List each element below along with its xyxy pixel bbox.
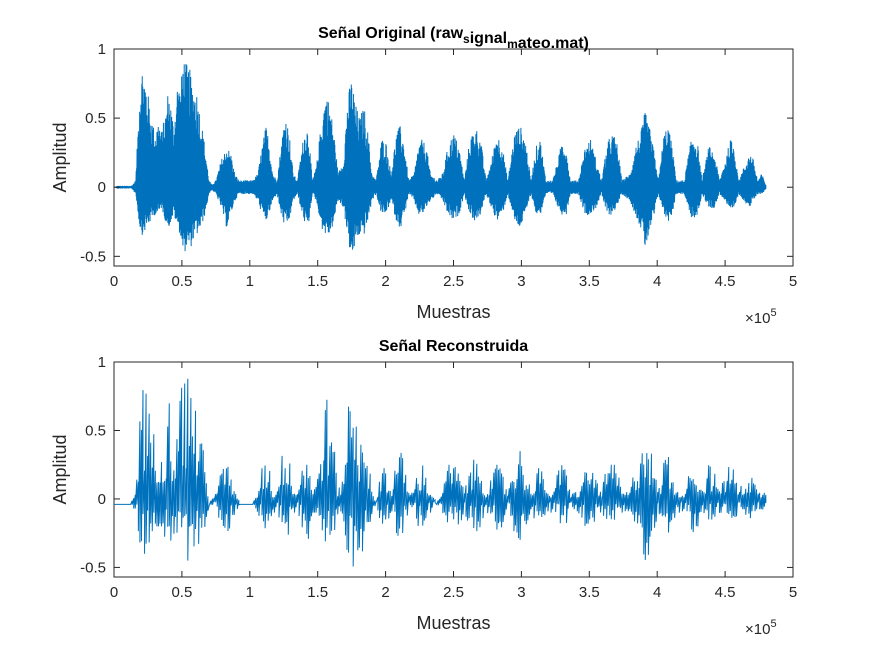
title-segment: Señal Reconstruida xyxy=(379,338,528,355)
y-axis-label: Amplitud xyxy=(50,434,70,504)
title-subscript: s xyxy=(463,32,470,46)
x-tick-label: 0 xyxy=(110,273,118,290)
y-axis-label: Amplitud xyxy=(50,122,70,192)
x-tick-label: 2.5 xyxy=(443,273,464,290)
title-subscript: m xyxy=(507,37,518,51)
x-exponent-power: 5 xyxy=(770,307,776,319)
x-exponent-base: ×10 xyxy=(745,310,770,327)
x-exponent-power: 5 xyxy=(770,618,776,630)
x-exponent-label: ×105 xyxy=(745,307,777,327)
x-tick-label: 4 xyxy=(653,584,661,601)
x-exponent-base: ×10 xyxy=(745,621,770,638)
x-tick-label: 1 xyxy=(246,584,254,601)
x-tick-label: 4.5 xyxy=(715,584,736,601)
y-tick-label: -0.5 xyxy=(80,248,106,265)
x-tick-label: 2.5 xyxy=(443,584,464,601)
y-tick-label: 0.5 xyxy=(85,422,106,439)
x-tick-label: 4 xyxy=(653,273,661,290)
title-segment: Señal Original (raw xyxy=(318,25,463,42)
chart-title: Señal Original (rawsignalmateo.mat) xyxy=(318,25,589,52)
x-tick-label: 3.5 xyxy=(579,273,600,290)
x-tick-label: 1.5 xyxy=(307,584,328,601)
y-tick-label: 0.5 xyxy=(85,110,106,127)
y-tick-label: 1 xyxy=(98,354,106,371)
x-tick-label: 4.5 xyxy=(715,273,736,290)
x-tick-label: 1.5 xyxy=(307,273,328,290)
x-tick-label: 0 xyxy=(110,584,118,601)
title-segment: ateo.mat) xyxy=(518,35,589,52)
x-tick-label: 5 xyxy=(789,584,797,601)
x-tick-label: 1 xyxy=(246,273,254,290)
x-tick-label: 0.5 xyxy=(171,273,192,290)
x-tick-label: 0.5 xyxy=(171,584,192,601)
x-tick-label: 3.5 xyxy=(579,584,600,601)
y-tick-label: 1 xyxy=(98,41,106,58)
x-tick-label: 5 xyxy=(789,273,797,290)
x-tick-label: 3 xyxy=(517,273,525,290)
y-tick-label: 0 xyxy=(98,179,106,196)
title-segment: ignal xyxy=(470,30,507,47)
y-tick-label: 0 xyxy=(98,491,106,508)
signal-waveform xyxy=(116,64,767,252)
x-exponent-label: ×105 xyxy=(745,618,777,638)
x-tick-label: 2 xyxy=(381,273,389,290)
x-axis-label: Muestras xyxy=(416,613,490,633)
x-axis-label: Muestras xyxy=(416,302,490,322)
x-tick-label: 2 xyxy=(381,584,389,601)
chart-title: Señal Reconstruida xyxy=(379,338,528,355)
y-tick-label: -0.5 xyxy=(80,559,106,576)
signal-waveform xyxy=(116,378,767,567)
x-tick-label: 3 xyxy=(517,584,525,601)
